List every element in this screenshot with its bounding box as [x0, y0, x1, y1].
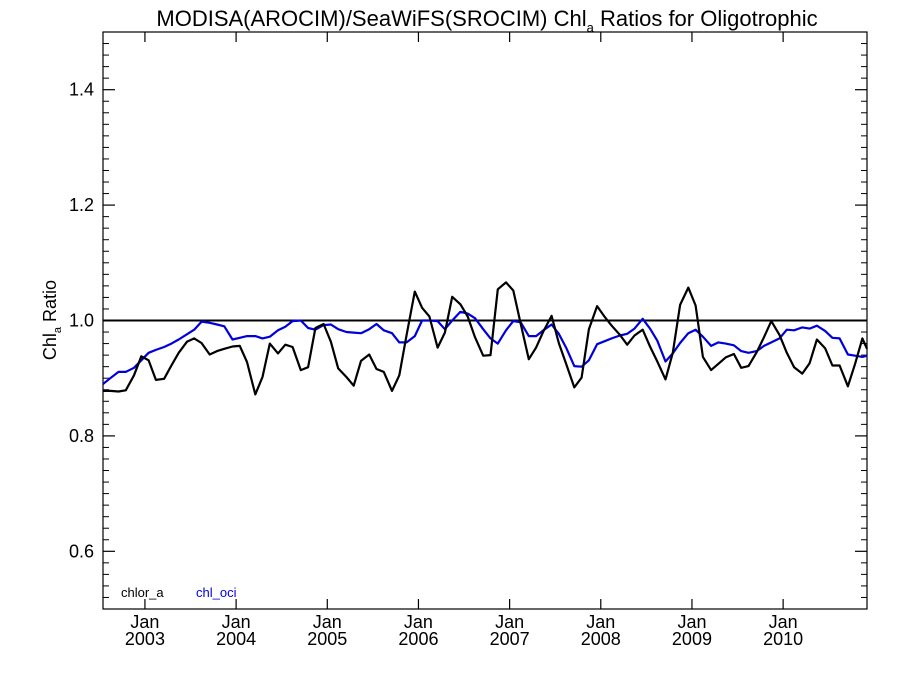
chart-title-tail: Ratios for Oligotrophic: [594, 6, 818, 31]
y-axis-label: Chla Ratio: [40, 280, 64, 360]
x-tick-label-year: 2005: [307, 629, 347, 649]
x-tick-label-month: Jan: [677, 612, 706, 632]
y-tick-label: 0.6: [69, 541, 94, 561]
y-axis-label-subscript: a: [52, 326, 64, 333]
series-line-chl-oci: [102, 310, 868, 385]
legend-entry-chl-oci: chl_oci: [196, 585, 237, 600]
y-tick-label: 0.8: [69, 426, 94, 446]
x-tick-label-month: Jan: [586, 612, 615, 632]
x-tick-label-year: 2003: [125, 629, 165, 649]
y-tick-label: 1.0: [69, 311, 94, 331]
y-axis-label-main: Chl: [40, 333, 60, 360]
legend: chlor_a chl_oci: [121, 585, 237, 600]
plot-area: 0.60.81.01.21.4Jan2003Jan2004Jan2005Jan2…: [69, 31, 869, 649]
x-tick-label-month: Jan: [495, 612, 524, 632]
series-line-chlor-a: [103, 281, 869, 396]
x-tick-label-year: 2010: [763, 629, 803, 649]
y-tick-label: 1.2: [69, 195, 94, 215]
legend-entry-chlor-a: chlor_a: [121, 585, 164, 600]
x-tick-label-year: 2004: [216, 629, 256, 649]
chart-title-subscript: a: [587, 20, 595, 35]
x-tick-label-month: Jan: [313, 612, 342, 632]
x-tick-label-year: 2006: [398, 629, 438, 649]
y-axis-label-tail: Ratio: [40, 280, 60, 327]
x-tick-label-year: 2007: [490, 629, 530, 649]
x-tick-label-year: 2008: [581, 629, 621, 649]
x-tick-label-month: Jan: [404, 612, 433, 632]
x-tick-label-year: 2009: [672, 629, 712, 649]
y-tick-label: 1.4: [69, 80, 94, 100]
x-tick-label-month: Jan: [222, 612, 251, 632]
x-tick-label-month: Jan: [769, 612, 798, 632]
x-tick-label-month: Jan: [130, 612, 159, 632]
chart-title: MODISA(AROCIM)/SeaWiFS(SROCIM) Chla Rati…: [156, 6, 817, 35]
chart-title-main: MODISA(AROCIM)/SeaWiFS(SROCIM) Chl: [156, 6, 586, 31]
